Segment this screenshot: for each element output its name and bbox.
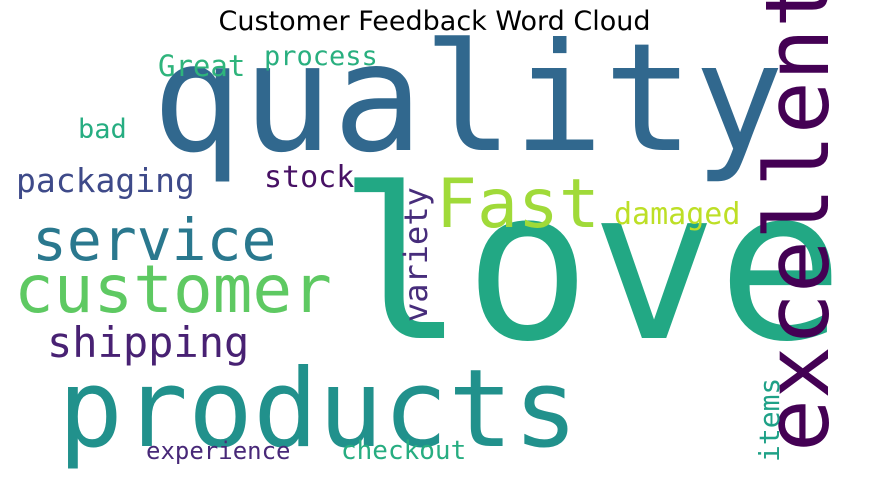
word-customer: customer [14,251,332,328]
word-checkout: checkout [341,436,466,466]
word-service: service [32,206,276,274]
word-variety: variety [397,187,435,322]
word-damaged: damaged [614,197,740,232]
chart-title: Customer Feedback Word Cloud [218,6,651,37]
word-process: process [264,41,378,72]
word-fast: Fast [436,165,600,244]
word-bad: bad [78,114,127,145]
word-items: items [753,378,786,462]
word-love: love [338,143,844,388]
word-stock: stock [264,160,354,195]
word-products: products [58,347,578,472]
word-shipping: shipping [47,318,249,367]
word-excellent: excellent [746,0,849,452]
word-packaging: packaging [16,161,195,200]
word-experience: experience [146,437,291,465]
word-quality: quality [152,12,784,186]
word-great: Great [158,49,245,83]
